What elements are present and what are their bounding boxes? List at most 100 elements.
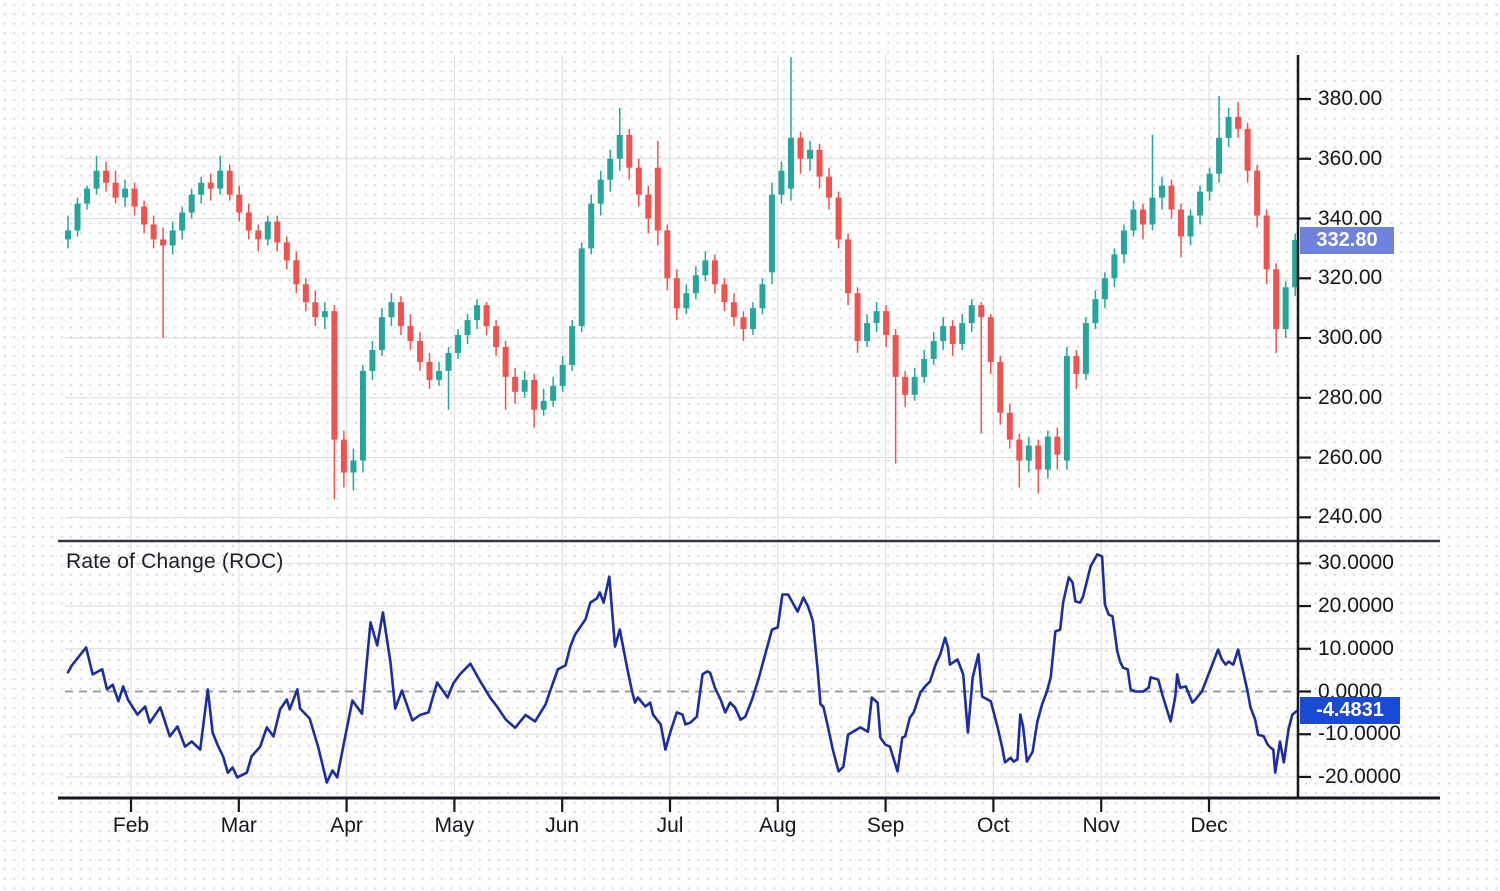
roc-panel-title: Rate of Change (ROC)	[66, 550, 284, 573]
candle-body	[464, 320, 471, 336]
candle-body	[302, 284, 309, 303]
candle-body	[1025, 445, 1032, 461]
roc-tick-label: 10.0000	[1318, 636, 1394, 660]
candle-body	[1149, 197, 1156, 225]
candle-body	[550, 385, 557, 401]
candle-body	[845, 239, 852, 294]
candle-body	[112, 182, 119, 198]
candle-body	[597, 179, 604, 204]
candle-body	[816, 149, 823, 177]
candle-body	[540, 400, 547, 410]
candle-body	[921, 358, 928, 377]
candle-body	[160, 239, 167, 246]
candle-body	[911, 376, 918, 395]
candle-body	[978, 305, 985, 318]
candle-body	[512, 376, 519, 392]
candle-body	[711, 260, 718, 285]
candle-body	[645, 194, 652, 219]
price-tick-label: 300.00	[1318, 326, 1383, 350]
candle-body	[826, 176, 833, 198]
candle-body	[331, 311, 338, 440]
month-label: Feb	[112, 814, 150, 837]
candle-body	[854, 293, 861, 342]
candle-body	[321, 311, 328, 318]
candle-body	[797, 137, 804, 159]
candle-body	[883, 311, 890, 336]
candle-body	[1044, 436, 1051, 470]
candle-body	[502, 347, 509, 377]
candle-body	[274, 221, 281, 243]
candle-body	[493, 326, 500, 348]
candle-body	[578, 248, 585, 327]
candle-body	[1006, 412, 1013, 440]
candle-body	[74, 203, 81, 231]
candle-body	[778, 170, 785, 195]
candle-body	[1292, 240, 1299, 288]
candle-body	[607, 158, 614, 180]
month-label: Dec	[1190, 814, 1228, 837]
candle-body	[835, 197, 842, 240]
candle-body	[702, 260, 709, 276]
candle-body	[759, 284, 766, 309]
price-tick-label: 320.00	[1318, 266, 1383, 290]
candle-body	[198, 182, 205, 195]
roc-last-value-badge: -4.4831	[1300, 697, 1400, 724]
candle-body	[1120, 230, 1127, 255]
candle-body	[141, 206, 148, 225]
candle-body	[1197, 191, 1204, 216]
roc-tick-label: 30.0000	[1318, 551, 1394, 575]
candle-body	[531, 379, 538, 410]
candle-body	[1158, 185, 1165, 198]
candle-body	[588, 203, 595, 249]
candle-body	[84, 188, 91, 204]
candle-body	[122, 188, 129, 198]
candle-body	[1254, 170, 1261, 216]
candle-body	[255, 230, 262, 240]
price-tick-label: 240.00	[1318, 505, 1383, 529]
candle-body	[635, 167, 642, 195]
candle-body	[264, 221, 271, 240]
candle-body	[1111, 254, 1118, 279]
candle-body	[283, 242, 290, 261]
candle-body	[673, 278, 680, 309]
candle-body	[236, 194, 243, 213]
candle-body	[312, 302, 319, 318]
month-label: Aug	[759, 814, 797, 837]
candle-body	[388, 302, 395, 318]
candle-body	[426, 361, 433, 380]
month-label: Sep	[866, 814, 905, 837]
candle-body	[378, 317, 385, 350]
price-tick-label: 360.00	[1318, 146, 1383, 170]
candle-body	[207, 182, 214, 189]
candle-body	[930, 341, 937, 359]
candle-body	[436, 370, 443, 380]
candle-body	[1168, 185, 1175, 210]
price-tick-label: 380.00	[1318, 87, 1383, 110]
candle-body	[664, 230, 671, 279]
candle-body	[483, 305, 490, 327]
candle-body	[474, 305, 481, 321]
candle-body	[940, 326, 947, 342]
candle-body	[569, 326, 576, 365]
month-label: Apr	[330, 814, 363, 837]
candle-body	[768, 194, 775, 273]
candle-body	[455, 335, 462, 353]
candle-body	[692, 275, 699, 294]
candle-body	[1035, 445, 1042, 470]
candle-body	[787, 137, 794, 189]
candle-body	[864, 323, 871, 342]
price-tick-label: 340.00	[1318, 206, 1383, 230]
candle-body	[293, 260, 300, 285]
candle-body	[340, 439, 347, 473]
candle-body	[150, 224, 157, 240]
candle-body	[1178, 209, 1185, 237]
month-label: Jun	[545, 814, 580, 837]
roc-line	[66, 553, 1299, 784]
candle-body	[245, 212, 252, 231]
candle-body	[1054, 436, 1061, 455]
candle-body	[350, 460, 357, 473]
candle-body	[730, 302, 737, 318]
candle-body	[521, 379, 528, 392]
